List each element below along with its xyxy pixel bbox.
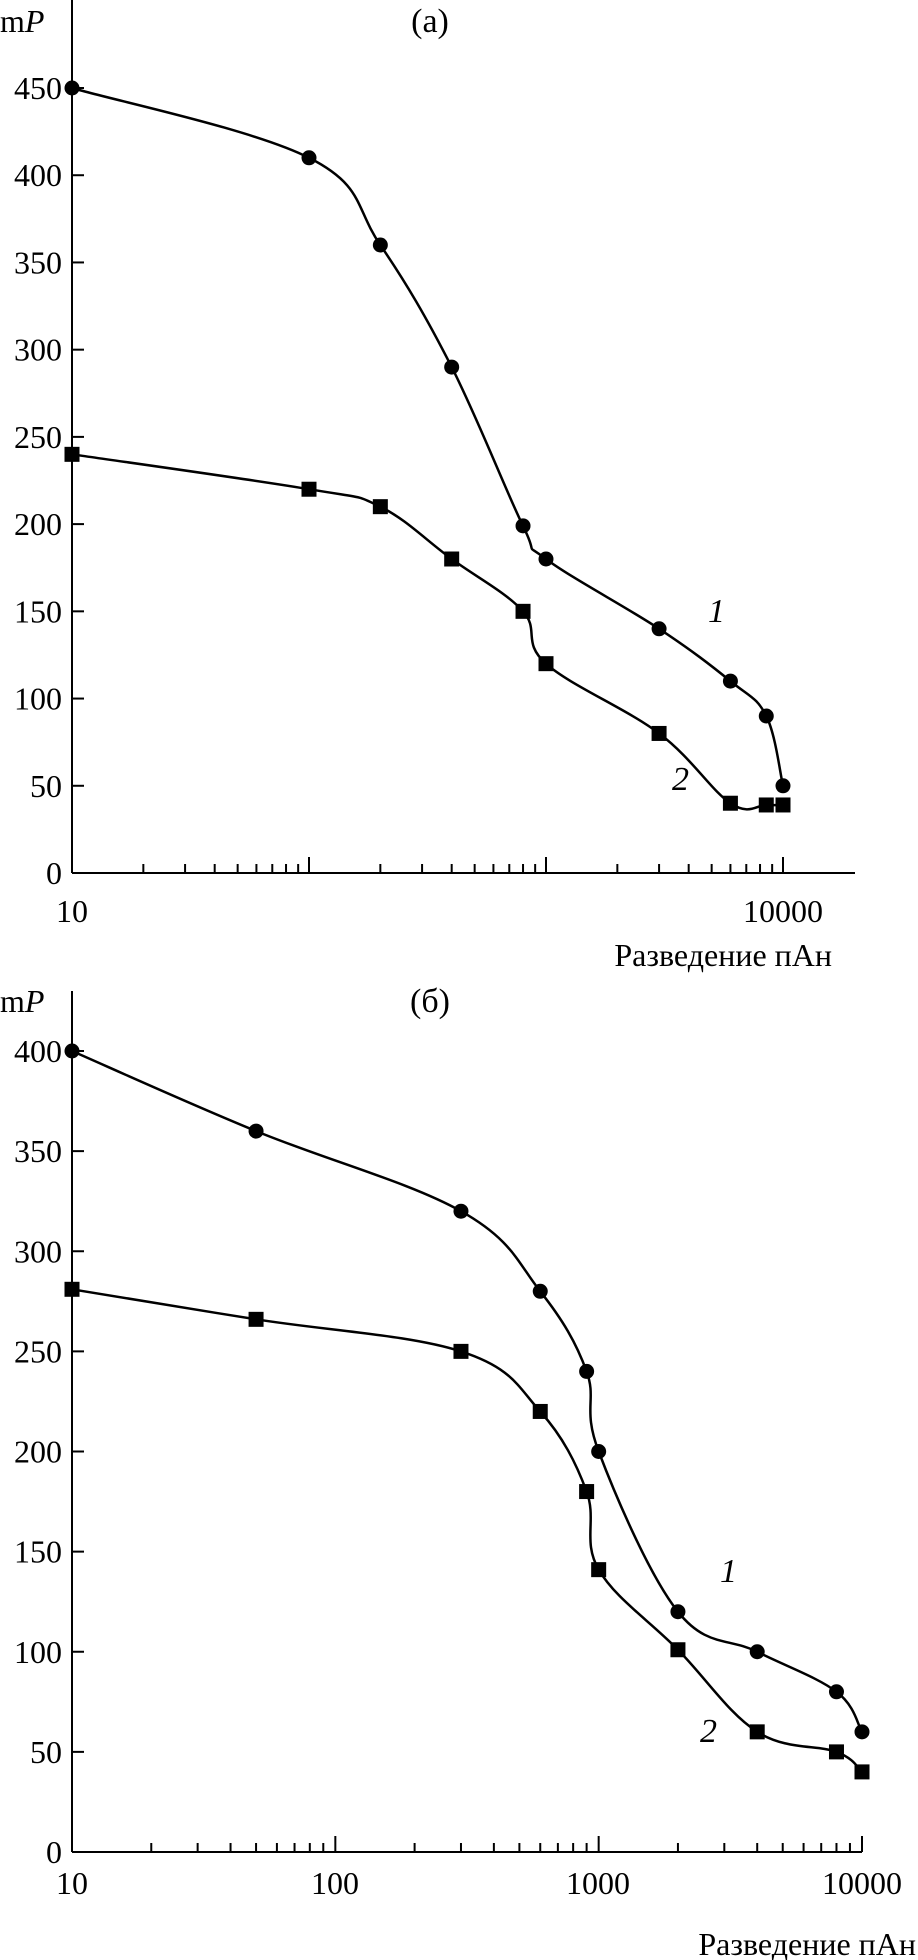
y-axis-title: mP xyxy=(0,3,44,39)
series-1-point xyxy=(64,1043,80,1059)
y-tick-label: 350 xyxy=(14,244,62,280)
series-2-point xyxy=(722,795,738,811)
series-2-point xyxy=(453,1343,469,1359)
series-2-point xyxy=(444,551,460,567)
y-tick-label: 300 xyxy=(14,332,62,368)
y-axis-title: mP xyxy=(0,983,44,1019)
x-tick-label: 1000 xyxy=(566,1865,630,1901)
series-2-point xyxy=(248,1311,264,1327)
series-2-point xyxy=(651,725,667,741)
series-1-point xyxy=(651,621,667,637)
series-1-point xyxy=(248,1123,264,1139)
series-2-point xyxy=(749,1724,765,1740)
series-1-point xyxy=(301,150,317,166)
series-2-point xyxy=(758,797,774,813)
y-tick-label: 150 xyxy=(14,593,62,629)
series-2-point xyxy=(532,1403,548,1419)
series-1-point xyxy=(828,1684,844,1700)
series-2-point xyxy=(301,481,317,497)
y-axis-title-plain: m xyxy=(0,983,25,1019)
y-tick-label: 150 xyxy=(14,1534,62,1570)
y-tick-label: 450 xyxy=(14,70,62,106)
series-2-point xyxy=(775,797,791,813)
y-axis-title-italic: P xyxy=(24,983,45,1019)
series-2-line xyxy=(71,453,784,811)
series-2-point xyxy=(670,1642,686,1658)
series-2-point xyxy=(64,1281,80,1297)
series-1-line xyxy=(71,86,785,787)
y-tick-label: 0 xyxy=(46,1834,62,1870)
series-1-point xyxy=(758,708,774,724)
series-1-point xyxy=(538,551,554,567)
x-tick-label: 10 xyxy=(56,893,88,929)
series-1-point xyxy=(579,1363,595,1379)
y-tick-label: 200 xyxy=(14,1434,62,1470)
series-2-point xyxy=(372,499,388,515)
y-tick-label: 400 xyxy=(14,1033,62,1069)
panel-b-chart: 0 50 100 150 200 250 300 350 400 10 100 1000 10000 Ра… xyxy=(0,983,916,1960)
series-2-point xyxy=(515,603,531,619)
series-1-point xyxy=(670,1604,686,1620)
series-2-point xyxy=(854,1764,870,1780)
series-2-point xyxy=(538,656,554,672)
series-2-point xyxy=(64,446,80,462)
y-axis-title-italic: P xyxy=(24,3,45,39)
y-tick-label: 300 xyxy=(14,1233,62,1269)
y-tick-label: 100 xyxy=(14,681,62,717)
series-1-point xyxy=(453,1203,469,1219)
x-tick-label: 10000 xyxy=(822,1865,902,1901)
series-1-point xyxy=(749,1644,765,1660)
y-tick-label: 250 xyxy=(14,1333,62,1369)
series-1-label: 1 xyxy=(708,593,725,630)
y-tick-label: 400 xyxy=(14,157,62,193)
series-1-point xyxy=(775,778,791,794)
x-axis-title: Разведение пАн xyxy=(614,937,832,973)
y-tick-label: 50 xyxy=(30,768,62,804)
series-1-point xyxy=(64,80,80,96)
y-tick-label: 0 xyxy=(46,855,62,891)
y-tick-label: 250 xyxy=(14,419,62,455)
series-1-point xyxy=(444,359,460,375)
series-2-label: 2 xyxy=(672,761,689,798)
series-1-point xyxy=(372,237,388,253)
y-tick-label: 200 xyxy=(14,506,62,542)
series-1-point xyxy=(532,1283,548,1299)
series-2-line xyxy=(71,1288,863,1773)
x-tick-label: 100 xyxy=(311,1865,359,1901)
y-axis-title-plain: m xyxy=(0,3,25,39)
series-1-point xyxy=(515,518,531,534)
series-1-point xyxy=(722,673,738,689)
series-1-point xyxy=(591,1444,607,1459)
series-1-label: 1 xyxy=(720,1553,737,1590)
series-2-point xyxy=(828,1744,844,1760)
series-2-label: 2 xyxy=(700,1713,717,1750)
x-tick-label: 10000 xyxy=(743,893,823,929)
series-1-line xyxy=(71,1049,864,1733)
series-2-point xyxy=(579,1484,595,1500)
series-2-point xyxy=(591,1562,607,1578)
series-1-point xyxy=(854,1724,870,1740)
y-tick-label: 350 xyxy=(14,1133,62,1169)
panel-title: (б) xyxy=(410,983,450,1020)
y-tick-label: 50 xyxy=(30,1734,62,1770)
y-tick-label: 100 xyxy=(14,1634,62,1670)
panel-a-chart: 0 50 100 150 200 250 300 350 400 450 10 10000 Развед… xyxy=(0,0,855,973)
panel-title: (а) xyxy=(411,3,449,40)
x-tick-label: 10 xyxy=(56,1865,88,1901)
x-axis-title: Разведение пАн xyxy=(698,1926,916,1960)
